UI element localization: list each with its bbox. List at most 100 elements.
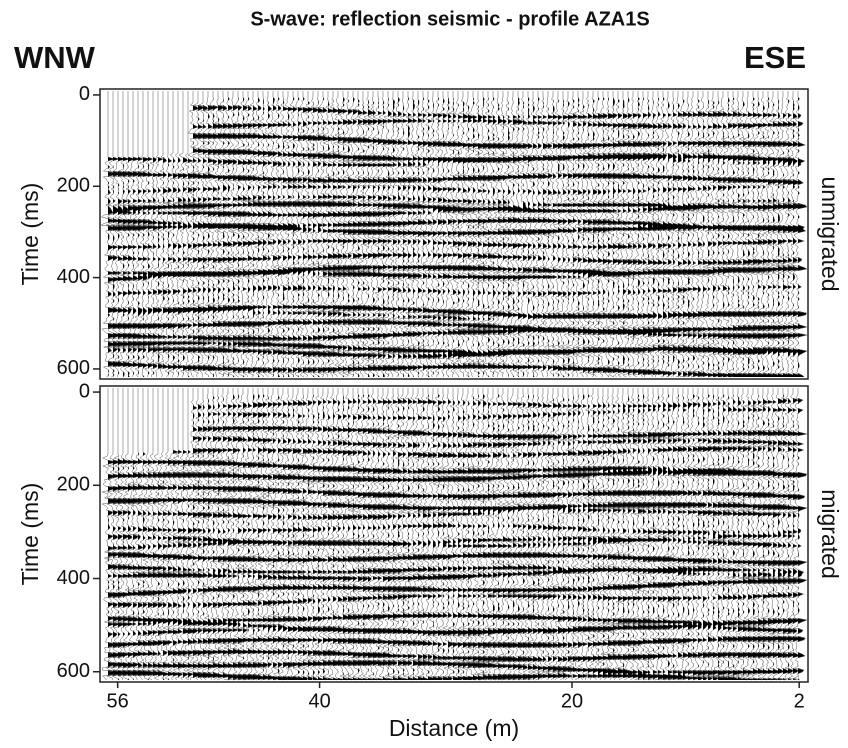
trace bbox=[432, 91, 448, 378]
trace bbox=[285, 91, 303, 377]
trace-fill bbox=[143, 388, 152, 680]
trace bbox=[426, 91, 443, 378]
y-tick-label: 400 bbox=[57, 567, 90, 589]
trace-fill bbox=[788, 91, 797, 377]
trace-fill bbox=[598, 91, 607, 377]
trace-fill bbox=[723, 91, 732, 377]
trace-fill bbox=[348, 388, 357, 680]
trace-fill bbox=[533, 91, 542, 377]
trace-fill bbox=[608, 91, 617, 377]
trace bbox=[521, 388, 538, 681]
trace bbox=[105, 388, 123, 680]
trace bbox=[156, 91, 173, 378]
trace-fill bbox=[253, 91, 262, 377]
trace-fill bbox=[418, 388, 427, 680]
trace-fill bbox=[753, 91, 762, 377]
trace bbox=[181, 388, 198, 681]
trace-fill bbox=[193, 91, 202, 377]
trace bbox=[257, 91, 273, 378]
trace bbox=[262, 388, 278, 681]
trace bbox=[505, 388, 523, 681]
trace bbox=[645, 388, 663, 681]
trace-fill bbox=[138, 388, 147, 680]
trace bbox=[650, 91, 668, 378]
trace bbox=[671, 388, 688, 681]
trace-fill bbox=[528, 388, 537, 680]
trace bbox=[480, 91, 498, 378]
trace bbox=[306, 91, 323, 378]
trace bbox=[706, 388, 723, 681]
trace-fill bbox=[613, 388, 622, 680]
trace-fill bbox=[713, 91, 722, 377]
trace bbox=[767, 388, 783, 681]
trace bbox=[152, 91, 168, 378]
trace-fill bbox=[228, 91, 237, 377]
trace-fill bbox=[718, 91, 727, 377]
trace-fill bbox=[183, 91, 192, 377]
trace-fill bbox=[173, 388, 182, 680]
trace-fill bbox=[158, 91, 167, 377]
trace-fill bbox=[788, 388, 797, 680]
trace-fill bbox=[733, 91, 742, 377]
trace-fill bbox=[648, 91, 657, 377]
trace-fill bbox=[368, 91, 377, 377]
trace bbox=[715, 388, 733, 681]
trace-fill bbox=[153, 388, 162, 680]
y-tick-label: 600 bbox=[57, 357, 90, 379]
trace bbox=[150, 388, 168, 681]
trace-fill bbox=[378, 388, 387, 680]
trace bbox=[621, 91, 638, 378]
x-axis-label: Distance (m) bbox=[389, 715, 519, 741]
trace-fill bbox=[618, 91, 627, 377]
trace-fill bbox=[223, 388, 232, 680]
trace-fill bbox=[483, 388, 492, 680]
trace bbox=[115, 91, 133, 378]
trace bbox=[695, 388, 713, 681]
trace bbox=[146, 388, 163, 681]
trace bbox=[220, 91, 238, 378]
trace-fill bbox=[353, 388, 362, 680]
trace bbox=[191, 388, 208, 681]
trace bbox=[211, 388, 228, 681]
trace bbox=[601, 91, 618, 378]
trace bbox=[126, 91, 143, 378]
trace-fill bbox=[643, 91, 652, 377]
trace bbox=[585, 91, 603, 378]
trace bbox=[247, 388, 263, 681]
trace bbox=[710, 388, 728, 681]
trace-fill bbox=[338, 388, 347, 680]
trace-fill bbox=[688, 91, 697, 377]
trace-fill bbox=[673, 91, 682, 377]
trace-fill bbox=[553, 388, 562, 680]
trace bbox=[626, 91, 643, 378]
trace bbox=[735, 388, 753, 681]
trace bbox=[380, 91, 398, 378]
trace-fill bbox=[393, 388, 402, 680]
trace-fill bbox=[708, 388, 717, 680]
trace bbox=[551, 91, 568, 378]
trace bbox=[147, 91, 163, 378]
trace-fill bbox=[578, 388, 587, 680]
panel-frame bbox=[99, 385, 809, 683]
trace bbox=[165, 91, 183, 378]
trace bbox=[291, 388, 308, 681]
trace-fill bbox=[653, 388, 662, 680]
trace-fill bbox=[373, 388, 382, 680]
trace-fill bbox=[798, 91, 807, 377]
trace-fill bbox=[333, 388, 342, 680]
y-tick-label: 600 bbox=[57, 660, 90, 682]
trace-fill bbox=[178, 91, 187, 377]
trace bbox=[610, 91, 628, 378]
trace-fill bbox=[628, 91, 637, 377]
trace bbox=[652, 388, 668, 681]
trace bbox=[770, 388, 788, 681]
trace bbox=[446, 91, 463, 378]
trace bbox=[310, 91, 328, 378]
trace-fill bbox=[168, 388, 177, 680]
trace-fill bbox=[783, 388, 792, 680]
trace-fill bbox=[563, 388, 572, 680]
trace bbox=[560, 388, 578, 681]
trace-fill bbox=[178, 388, 187, 680]
trace bbox=[306, 388, 323, 681]
trace-fill bbox=[693, 388, 702, 680]
